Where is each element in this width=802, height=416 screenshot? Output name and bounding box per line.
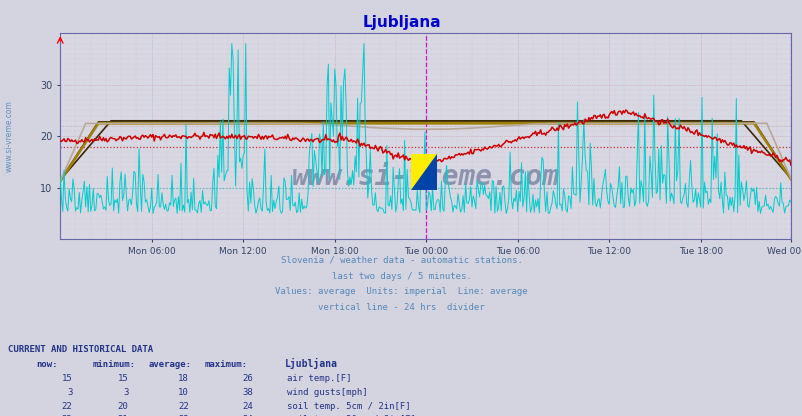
Text: air temp.[F]: air temp.[F]	[287, 374, 351, 383]
Text: 24: 24	[242, 415, 253, 416]
Text: 21: 21	[118, 415, 128, 416]
Polygon shape	[411, 154, 437, 190]
Text: vertical line - 24 hrs  divider: vertical line - 24 hrs divider	[318, 303, 484, 312]
Text: 20: 20	[118, 401, 128, 411]
Text: Slovenia / weather data - automatic stations.: Slovenia / weather data - automatic stat…	[280, 256, 522, 265]
Text: 15: 15	[118, 374, 128, 383]
Text: now:: now:	[36, 360, 58, 369]
Text: maximum:: maximum:	[205, 360, 248, 369]
Text: 3: 3	[67, 388, 72, 397]
Text: CURRENT AND HISTORICAL DATA: CURRENT AND HISTORICAL DATA	[8, 344, 153, 354]
Text: last two days / 5 minutes.: last two days / 5 minutes.	[331, 272, 471, 281]
Text: 10: 10	[178, 388, 188, 397]
Text: 3: 3	[123, 388, 128, 397]
Text: average:: average:	[148, 360, 192, 369]
Text: www.si-vreme.com: www.si-vreme.com	[5, 100, 14, 172]
Text: 38: 38	[242, 388, 253, 397]
Text: www.si-vreme.com: www.si-vreme.com	[291, 163, 559, 191]
Text: 26: 26	[242, 374, 253, 383]
Text: Ljubljana: Ljubljana	[362, 15, 440, 30]
Text: wind gusts[mph]: wind gusts[mph]	[287, 388, 367, 397]
Text: 18: 18	[178, 374, 188, 383]
Polygon shape	[411, 154, 437, 190]
Text: soil temp. 5cm / 2in[F]: soil temp. 5cm / 2in[F]	[287, 401, 411, 411]
Text: 22: 22	[178, 415, 188, 416]
Text: 24: 24	[242, 401, 253, 411]
Text: Ljubljana: Ljubljana	[285, 358, 338, 369]
Text: minimum:: minimum:	[92, 360, 136, 369]
Text: Values: average  Units: imperial  Line: average: Values: average Units: imperial Line: av…	[275, 287, 527, 297]
Text: 15: 15	[62, 374, 72, 383]
Text: soil temp. 20cm / 8in[F]: soil temp. 20cm / 8in[F]	[287, 415, 416, 416]
Text: 22: 22	[62, 401, 72, 411]
Text: 22: 22	[62, 415, 72, 416]
Text: 22: 22	[178, 401, 188, 411]
